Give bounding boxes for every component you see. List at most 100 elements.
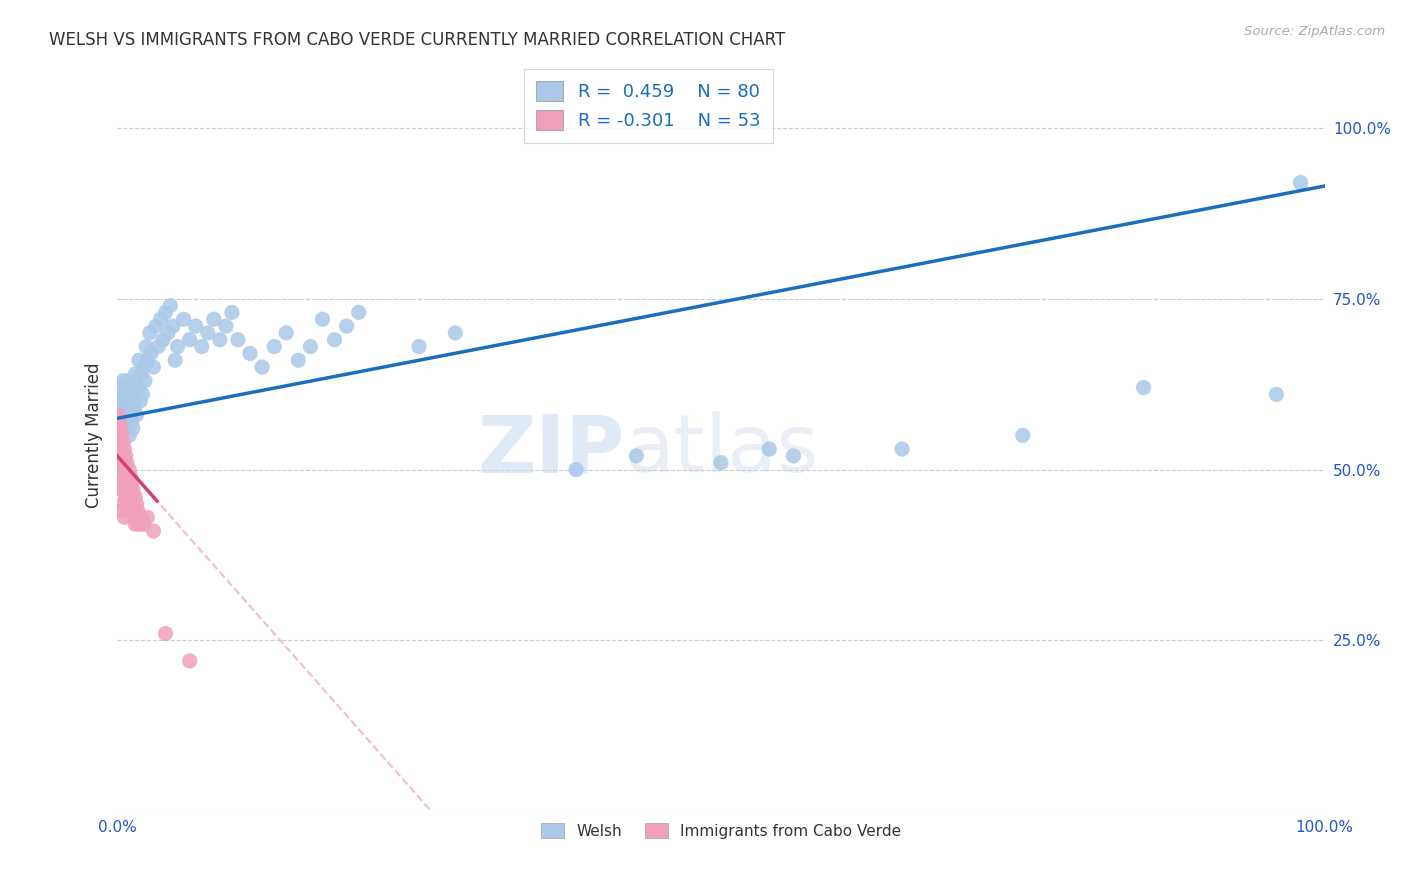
Point xyxy=(347,305,370,319)
Point xyxy=(152,333,174,347)
Point xyxy=(131,510,153,524)
Point xyxy=(165,353,187,368)
Point xyxy=(122,401,145,415)
Point xyxy=(118,490,141,504)
Point xyxy=(107,421,129,435)
Point xyxy=(131,387,153,401)
Point xyxy=(136,353,159,368)
Point xyxy=(108,408,131,422)
Point xyxy=(276,326,298,340)
Point xyxy=(323,333,346,347)
Point xyxy=(121,387,143,401)
Point xyxy=(135,340,157,354)
Point xyxy=(112,387,135,401)
Point xyxy=(108,415,131,429)
Point xyxy=(111,428,134,442)
Point xyxy=(110,380,132,394)
Point xyxy=(120,408,142,422)
Point xyxy=(107,442,129,456)
Point xyxy=(202,312,225,326)
Point xyxy=(111,449,134,463)
Point xyxy=(408,340,430,354)
Point xyxy=(111,462,134,476)
Point xyxy=(114,394,136,409)
Point xyxy=(114,469,136,483)
Y-axis label: Currently Married: Currently Married xyxy=(86,363,103,508)
Point xyxy=(145,319,167,334)
Point xyxy=(118,462,141,476)
Point xyxy=(124,367,146,381)
Point xyxy=(1132,380,1154,394)
Point xyxy=(115,387,138,401)
Point xyxy=(311,312,333,326)
Point xyxy=(120,380,142,394)
Point xyxy=(111,401,134,415)
Point xyxy=(110,456,132,470)
Point xyxy=(128,353,150,368)
Point xyxy=(159,299,181,313)
Point xyxy=(221,305,243,319)
Point xyxy=(131,367,153,381)
Point xyxy=(115,476,138,491)
Point xyxy=(122,483,145,497)
Point xyxy=(226,333,249,347)
Point xyxy=(124,517,146,532)
Point xyxy=(166,340,188,354)
Point xyxy=(1265,387,1288,401)
Point xyxy=(114,408,136,422)
Point xyxy=(1289,176,1312,190)
Point xyxy=(121,476,143,491)
Point xyxy=(758,442,780,456)
Point xyxy=(114,510,136,524)
Point xyxy=(114,490,136,504)
Point xyxy=(125,497,148,511)
Point xyxy=(114,380,136,394)
Point xyxy=(112,456,135,470)
Point xyxy=(129,394,152,409)
Point xyxy=(215,319,238,334)
Point xyxy=(114,462,136,476)
Point xyxy=(132,517,155,532)
Point xyxy=(115,497,138,511)
Point xyxy=(114,483,136,497)
Point xyxy=(197,326,219,340)
Point xyxy=(122,394,145,409)
Point xyxy=(115,456,138,470)
Point xyxy=(142,524,165,538)
Point xyxy=(136,510,159,524)
Point xyxy=(111,483,134,497)
Point xyxy=(134,374,156,388)
Point xyxy=(108,462,131,476)
Point xyxy=(142,360,165,375)
Text: atlas: atlas xyxy=(624,411,818,490)
Point xyxy=(112,476,135,491)
Point xyxy=(120,497,142,511)
Point xyxy=(121,415,143,429)
Point xyxy=(190,340,212,354)
Point xyxy=(139,346,162,360)
Point xyxy=(155,305,177,319)
Point xyxy=(110,442,132,456)
Text: ZIP: ZIP xyxy=(477,411,624,490)
Point xyxy=(125,408,148,422)
Point xyxy=(128,517,150,532)
Point xyxy=(263,340,285,354)
Legend: Welsh, Immigrants from Cabo Verde: Welsh, Immigrants from Cabo Verde xyxy=(534,817,907,845)
Point xyxy=(132,360,155,375)
Point xyxy=(122,510,145,524)
Point xyxy=(122,421,145,435)
Point xyxy=(208,333,231,347)
Point xyxy=(110,394,132,409)
Point xyxy=(110,476,132,491)
Point xyxy=(115,415,138,429)
Point xyxy=(112,497,135,511)
Point xyxy=(120,469,142,483)
Point xyxy=(121,503,143,517)
Point xyxy=(111,415,134,429)
Point xyxy=(782,449,804,463)
Point xyxy=(114,449,136,463)
Point xyxy=(110,421,132,435)
Point xyxy=(626,449,648,463)
Point xyxy=(117,374,139,388)
Point xyxy=(112,435,135,450)
